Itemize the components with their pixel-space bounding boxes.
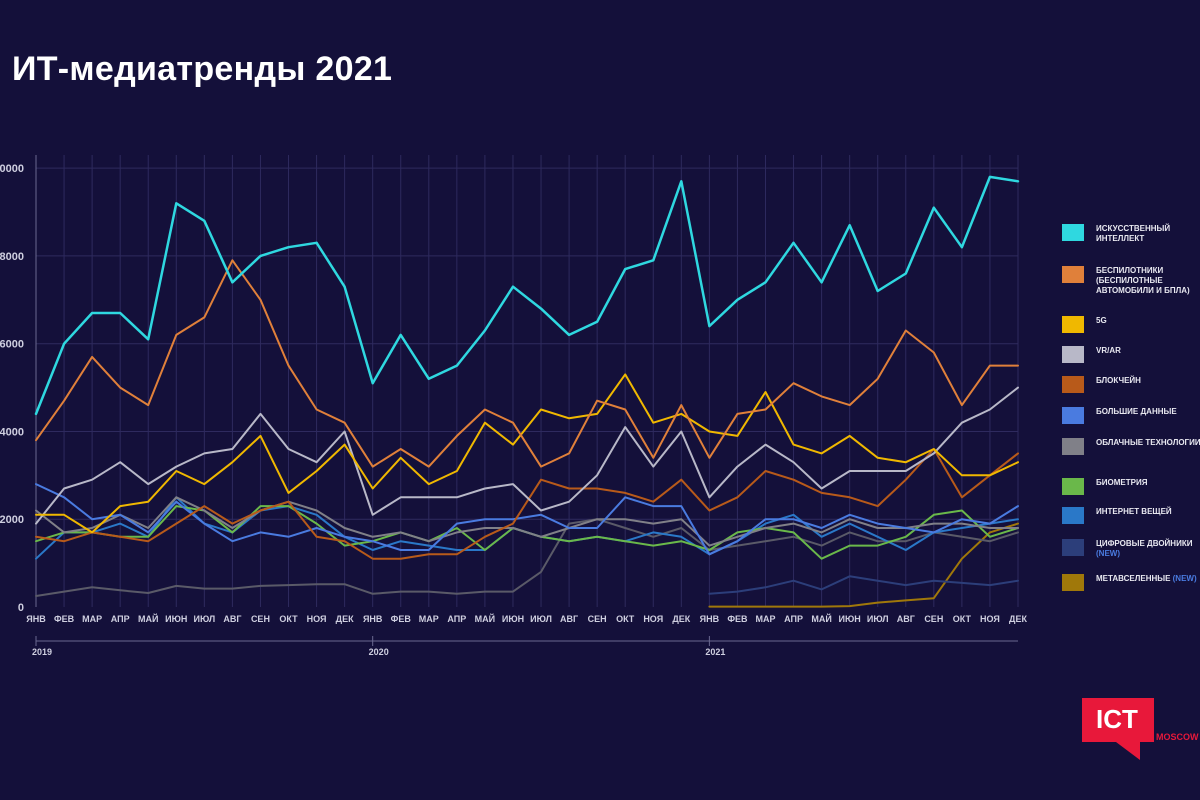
legend-label: БЕСПИЛОТНИКИ (БЕСПИЛОТНЫЕ АВТОМОБИЛИ И Б… xyxy=(1096,266,1190,295)
x-tick-label: МАЙ xyxy=(138,613,158,624)
legend-swatch xyxy=(1062,438,1084,455)
x-tick-label: ИЮН xyxy=(839,614,861,624)
x-tick-label: АПР xyxy=(447,614,466,624)
legend-label: ИНТЕРНЕТ ВЕЩЕЙ xyxy=(1096,507,1172,516)
y-tick-label: 4000 xyxy=(0,426,24,438)
year-label: 2020 xyxy=(369,647,389,657)
year-label: 2021 xyxy=(705,647,725,657)
y-tick-label: 10000 xyxy=(0,163,24,175)
legend-item: БЛОКЧЕЙН xyxy=(1062,376,1200,393)
x-tick-label: ДЕК xyxy=(1009,614,1027,624)
legend-label: ОБЛАЧНЫЕ ТЕХНОЛОГИИ xyxy=(1096,438,1200,447)
x-tick-label: СЕН xyxy=(588,614,607,624)
logo-tail xyxy=(1116,742,1140,760)
legend-item: ОБЛАЧНЫЕ ТЕХНОЛОГИИ xyxy=(1062,438,1200,455)
x-tick-label: СЕН xyxy=(924,614,943,624)
y-tick-label: 6000 xyxy=(0,339,24,351)
legend-swatch xyxy=(1062,316,1084,333)
x-tick-label: ИЮЛ xyxy=(193,614,215,624)
x-tick-label: ИЮЛ xyxy=(530,614,552,624)
x-tick-label: ОКТ xyxy=(953,614,972,624)
legend-label: 5G xyxy=(1096,316,1107,325)
ict-moscow-logo: ICT MOSCOW xyxy=(1082,698,1200,762)
legend-swatch xyxy=(1062,574,1084,591)
x-tick-label: ФЕВ xyxy=(727,614,748,624)
series-line xyxy=(35,386,1019,525)
legend-item: VR/AR xyxy=(1062,346,1200,363)
legend-swatch xyxy=(1062,224,1084,241)
x-tick-label: ОКТ xyxy=(279,614,298,624)
x-tick-label: АПР xyxy=(111,614,130,624)
legend-swatch xyxy=(1062,376,1084,393)
legend-label: VR/AR xyxy=(1096,346,1121,355)
legend-new-badge: (NEW) xyxy=(1172,574,1197,583)
x-tick-label: МАЙ xyxy=(475,613,495,624)
legend-item: ИСКУССТВЕННЫЙ ИНТЕЛЛЕКТ xyxy=(1062,224,1200,244)
x-tick-label: АВГ xyxy=(560,614,578,624)
x-tick-label: ФЕВ xyxy=(54,614,75,624)
series-line xyxy=(35,483,1019,556)
y-tick-label: 8000 xyxy=(0,251,24,263)
x-tick-label: НОЯ xyxy=(643,614,663,624)
x-tick-label: ФЕВ xyxy=(391,614,412,624)
y-tick-label: 2000 xyxy=(0,514,24,526)
series-line xyxy=(35,448,1019,560)
logo-box xyxy=(1082,698,1154,742)
logo-subtext: MOSCOW xyxy=(1156,732,1199,742)
x-tick-label: НОЯ xyxy=(307,614,327,624)
legend-swatch xyxy=(1062,407,1084,424)
x-tick-label: МАР xyxy=(419,614,439,624)
x-tick-label: МАР xyxy=(82,614,102,624)
x-tick-label: ОКТ xyxy=(616,614,635,624)
series-line xyxy=(35,259,1019,468)
page-title: ИТ-медиатренды 2021 xyxy=(12,50,393,88)
legend-label: БЛОКЧЕЙН xyxy=(1096,376,1141,385)
legend-label: МЕТАВСЕЛЕННЫЕ (NEW) xyxy=(1096,574,1197,583)
series-line xyxy=(35,373,1019,534)
legend-item: МЕТАВСЕЛЕННЫЕ (NEW) xyxy=(1062,574,1200,591)
year-label: 2019 xyxy=(32,647,52,657)
series-line xyxy=(35,518,1019,597)
legend-item: БОЛЬШИЕ ДАННЫЕ xyxy=(1062,407,1200,424)
x-tick-label: СЕН xyxy=(251,614,270,624)
x-tick-label: АПР xyxy=(784,614,803,624)
legend-label: БОЛЬШИЕ ДАННЫЕ xyxy=(1096,407,1177,416)
legend-swatch xyxy=(1062,539,1084,556)
x-tick-label: ИЮЛ xyxy=(867,614,889,624)
legend-item: ИНТЕРНЕТ ВЕЩЕЙ xyxy=(1062,507,1200,524)
x-tick-label: ЯНВ xyxy=(700,614,720,624)
x-tick-label: АВГ xyxy=(223,614,241,624)
legend-item: БЕСПИЛОТНИКИ (БЕСПИЛОТНЫЕ АВТОМОБИЛИ И Б… xyxy=(1062,266,1200,296)
x-tick-label: АВГ xyxy=(897,614,915,624)
legend-swatch xyxy=(1062,478,1084,495)
legend-swatch xyxy=(1062,507,1084,524)
x-tick-label: ДЕК xyxy=(672,614,690,624)
y-tick-label: 0 xyxy=(18,602,24,614)
series-line xyxy=(34,175,1020,416)
x-tick-label: ИЮН xyxy=(165,614,187,624)
x-tick-label: ИЮН xyxy=(502,614,524,624)
logo-text: ICT xyxy=(1096,704,1138,734)
series-line xyxy=(708,522,1019,608)
legend-label: ИСКУССТВЕННЫЙ ИНТЕЛЛЕКТ xyxy=(1096,224,1171,243)
x-tick-label: ЯНВ xyxy=(363,614,383,624)
x-tick-label: МАЙ xyxy=(811,613,831,624)
legend-label: ЦИФРОВЫЕ ДВОЙНИКИ (NEW) xyxy=(1096,539,1193,558)
x-tick-label: ДЕК xyxy=(336,614,354,624)
series-line xyxy=(708,575,1019,595)
x-tick-label: НОЯ xyxy=(980,614,1000,624)
legend-swatch xyxy=(1062,266,1084,283)
legend-label: БИОМЕТРИЯ xyxy=(1096,478,1148,487)
legend-item: 5G xyxy=(1062,316,1200,333)
x-tick-label: ЯНВ xyxy=(26,614,46,624)
legend-item: ЦИФРОВЫЕ ДВОЙНИКИ (NEW) xyxy=(1062,539,1200,559)
legend-item: БИОМЕТРИЯ xyxy=(1062,478,1200,495)
x-tick-label: МАР xyxy=(755,614,775,624)
legend-new-badge: (NEW) xyxy=(1096,549,1120,558)
legend-swatch xyxy=(1062,346,1084,363)
